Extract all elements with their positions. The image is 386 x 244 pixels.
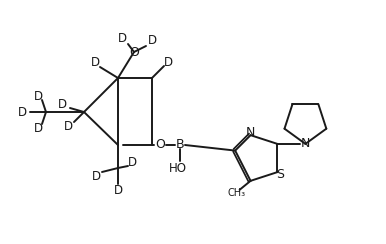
Text: D: D	[17, 105, 27, 119]
Text: D: D	[34, 122, 42, 134]
Text: D: D	[163, 55, 173, 69]
Text: HO: HO	[169, 163, 187, 175]
Text: N: N	[301, 137, 310, 150]
Text: D: D	[34, 90, 42, 102]
Text: CH₃: CH₃	[227, 188, 245, 198]
Text: B: B	[176, 139, 184, 152]
Text: S: S	[276, 168, 284, 181]
Text: O: O	[129, 45, 139, 59]
Text: D: D	[90, 55, 100, 69]
Text: D: D	[117, 31, 127, 44]
Text: D: D	[58, 98, 66, 111]
Text: D: D	[127, 155, 137, 169]
Text: N: N	[246, 126, 255, 139]
Text: D: D	[63, 120, 73, 132]
Text: D: D	[147, 33, 157, 47]
Text: D: D	[91, 170, 101, 183]
Text: O: O	[155, 139, 165, 152]
Text: D: D	[113, 183, 123, 196]
